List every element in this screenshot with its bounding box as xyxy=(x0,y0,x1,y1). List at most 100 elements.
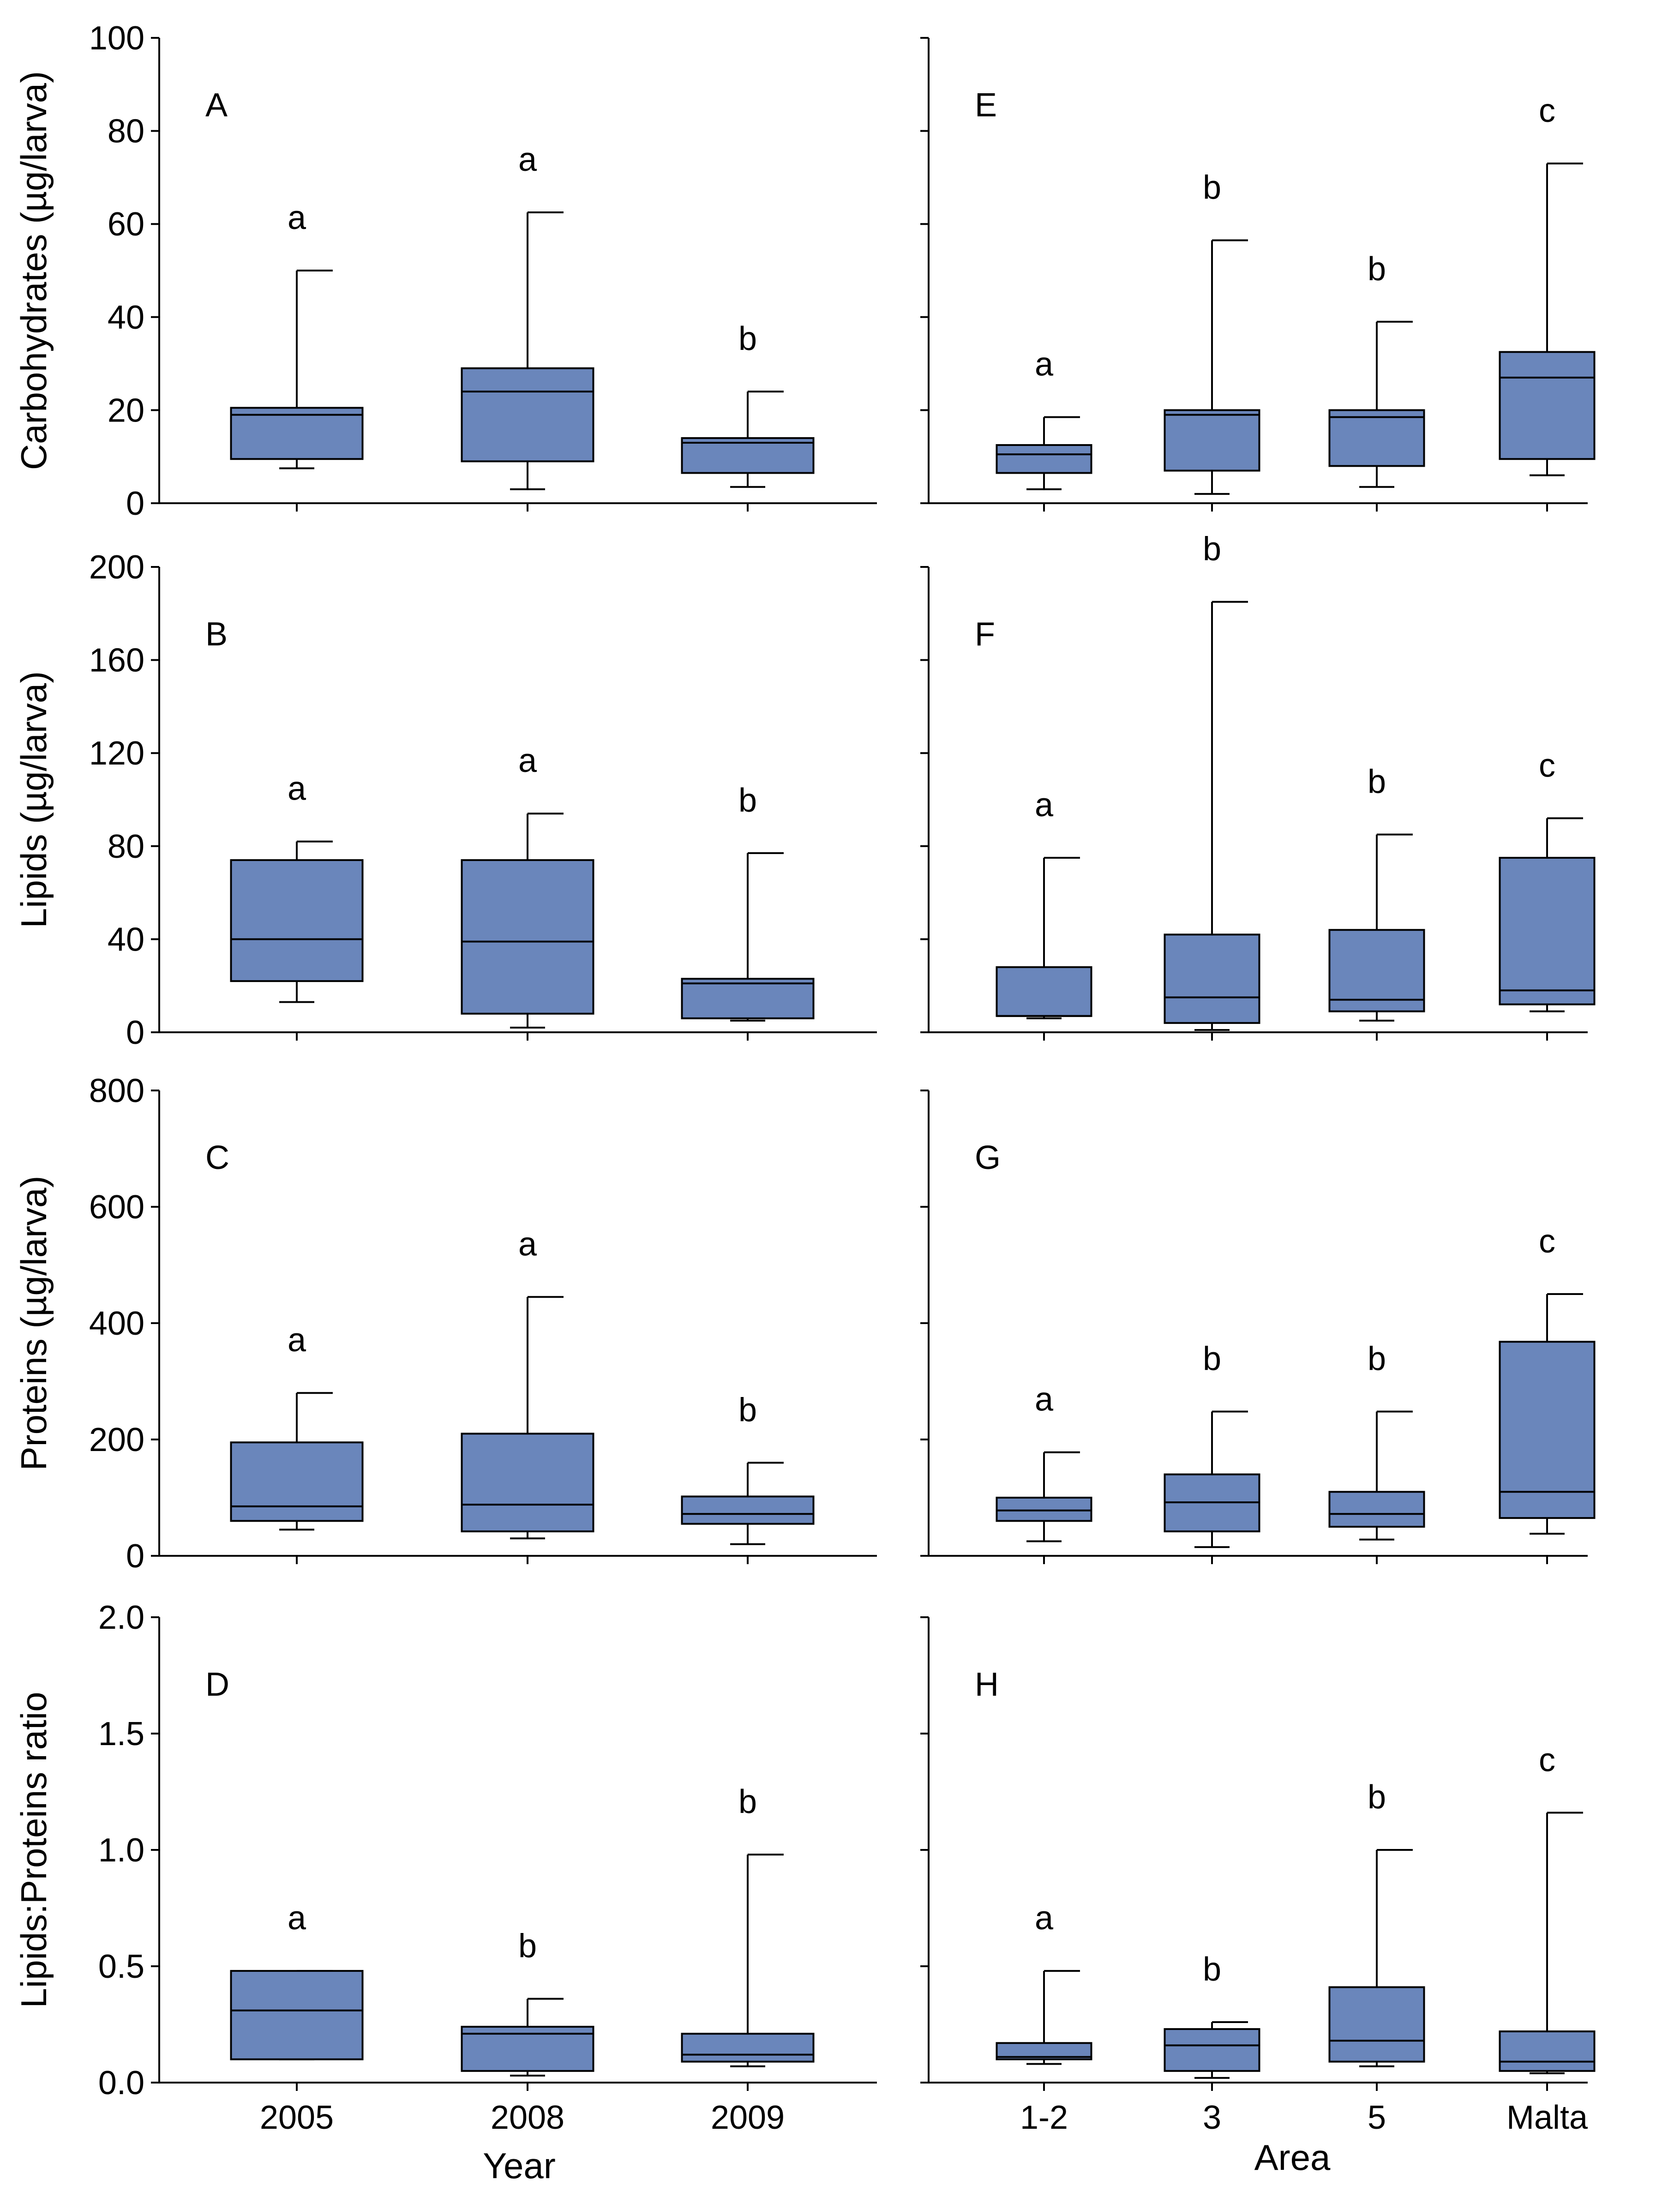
iqr-box xyxy=(230,859,364,982)
box-1-2: a xyxy=(996,346,1092,512)
box-1-2: a xyxy=(996,1381,1092,1564)
box-2009: b xyxy=(681,1783,815,2091)
iqr-box xyxy=(681,437,815,474)
box-5: b xyxy=(1328,251,1425,512)
box-malta: c xyxy=(1499,1741,1596,2091)
significance-letter: a xyxy=(1035,346,1054,383)
y-tick-label: 0.0 xyxy=(98,2065,144,2102)
y-tick-label: 800 xyxy=(89,1072,144,1109)
x-tick-label: 2009 xyxy=(711,2099,785,2136)
significance-letter: b xyxy=(1203,1341,1221,1378)
box-malta: c xyxy=(1499,1223,1596,1564)
iqr-box xyxy=(1328,1986,1425,2063)
iqr-box xyxy=(996,1497,1092,1522)
box-3: b xyxy=(1164,169,1260,512)
y-axis-title: Lipids:Proteins ratio xyxy=(13,1692,54,2008)
significance-letter: c xyxy=(1539,92,1555,129)
y-tick-label: 0 xyxy=(126,485,144,522)
y-tick-label: 80 xyxy=(108,113,144,150)
box-2008: a xyxy=(461,1226,594,1564)
significance-letter: b xyxy=(738,782,757,819)
significance-letter: c xyxy=(1539,1223,1555,1260)
iqr-box xyxy=(681,978,815,1019)
significance-letter: a xyxy=(518,141,537,178)
box-malta: c xyxy=(1499,747,1596,1041)
iqr-box xyxy=(1328,1491,1425,1528)
iqr-box xyxy=(1328,409,1425,467)
panel-letter: A xyxy=(205,87,228,124)
y-tick-label: 20 xyxy=(108,392,144,429)
box-2008: a xyxy=(461,141,594,512)
box-1-2: a xyxy=(996,1900,1092,2091)
panel-letter: H xyxy=(975,1666,999,1703)
panel-c: 0 200 400 600 800 Proteins (µg/larva) Ca a b xyxy=(13,1072,877,1575)
y-tick-label: 200 xyxy=(89,549,144,586)
significance-letter: b xyxy=(518,1928,537,1965)
box-5: b xyxy=(1328,1779,1425,2091)
y-axis-title: Lipids (µg/larva) xyxy=(13,671,54,928)
box-malta: c xyxy=(1499,92,1596,512)
y-axis-title: Carbohydrates (µg/larva) xyxy=(13,71,54,470)
significance-letter: a xyxy=(1035,1900,1054,1937)
iqr-box xyxy=(1164,409,1260,472)
panel-letter: E xyxy=(975,87,997,124)
iqr-box xyxy=(1499,2030,1596,2072)
significance-letter: b xyxy=(1203,1951,1221,1988)
significance-letter: b xyxy=(738,1783,757,1820)
iqr-box xyxy=(1499,1341,1596,1519)
x-axis-title-area: Area xyxy=(1254,2137,1331,2178)
significance-letter: b xyxy=(1368,1779,1386,1816)
iqr-box xyxy=(681,1495,815,1525)
y-axis-title: Proteins (µg/larva) xyxy=(13,1176,54,1471)
significance-letter: c xyxy=(1539,747,1555,784)
significance-letter: a xyxy=(518,1226,537,1263)
iqr-box xyxy=(461,367,594,463)
panel-d: 0.0 0.5 1.0 1.5 2.0 Lipids:Proteins ratio Da b b… xyxy=(13,1599,877,2136)
significance-letter: a xyxy=(1035,1381,1054,1418)
panel-letter: G xyxy=(975,1139,1001,1176)
significance-letter: a xyxy=(288,771,306,807)
box-3: b xyxy=(1164,531,1260,1041)
box-2008: a xyxy=(461,742,594,1041)
significance-letter: b xyxy=(1368,251,1386,288)
iqr-box xyxy=(1328,929,1425,1012)
box-2009: b xyxy=(681,1391,815,1564)
iqr-box xyxy=(230,1441,364,1522)
significance-letter: c xyxy=(1539,1741,1555,1778)
y-tick-label: 0.5 xyxy=(98,1948,144,1985)
panel-h: Ha b b c 1-2 3 5 Malta xyxy=(920,1616,1596,2136)
iqr-box xyxy=(681,2033,815,2063)
y-tick-label: 100 xyxy=(89,20,144,57)
iqr-box xyxy=(230,407,364,460)
box-3: b xyxy=(1164,1951,1260,2091)
panel-e: Ea b b c xyxy=(920,37,1596,512)
box-5: b xyxy=(1328,1341,1425,1564)
significance-letter: a xyxy=(288,1322,306,1359)
box-2005: a xyxy=(230,1900,364,2091)
significance-letter: a xyxy=(288,1900,306,1937)
box-2005: a xyxy=(230,1322,364,1564)
y-tick-label: 400 xyxy=(89,1305,144,1342)
iqr-box xyxy=(1499,351,1596,460)
y-tick-label: 120 xyxy=(89,735,144,772)
panel-a: 0 20 40 60 80 100 Carbohydrates (µg/larva) Aa a b xyxy=(13,20,877,522)
significance-letter: b xyxy=(1203,169,1221,206)
y-tick-label: 0 xyxy=(126,1538,144,1575)
box-2009: b xyxy=(681,320,815,512)
significance-letter: b xyxy=(1368,764,1386,801)
significance-letter: a xyxy=(288,199,306,236)
significance-letter: b xyxy=(738,1391,757,1428)
iqr-box xyxy=(996,966,1092,1017)
iqr-box xyxy=(1164,933,1260,1024)
box-2008: b xyxy=(461,1928,594,2091)
y-tick-label: 40 xyxy=(108,299,144,336)
panels-layer: 0 20 40 60 80 100 Carbohydrates (µg/larva) Aa a b… xyxy=(13,20,1596,2136)
panel-letter: D xyxy=(205,1666,229,1703)
y-tick-label: 80 xyxy=(108,828,144,865)
box-3: b xyxy=(1164,1341,1260,1564)
x-tick-label: 3 xyxy=(1203,2099,1221,2136)
iqr-box xyxy=(996,444,1092,474)
significance-letter: b xyxy=(738,320,757,357)
significance-letter: a xyxy=(1035,787,1054,824)
